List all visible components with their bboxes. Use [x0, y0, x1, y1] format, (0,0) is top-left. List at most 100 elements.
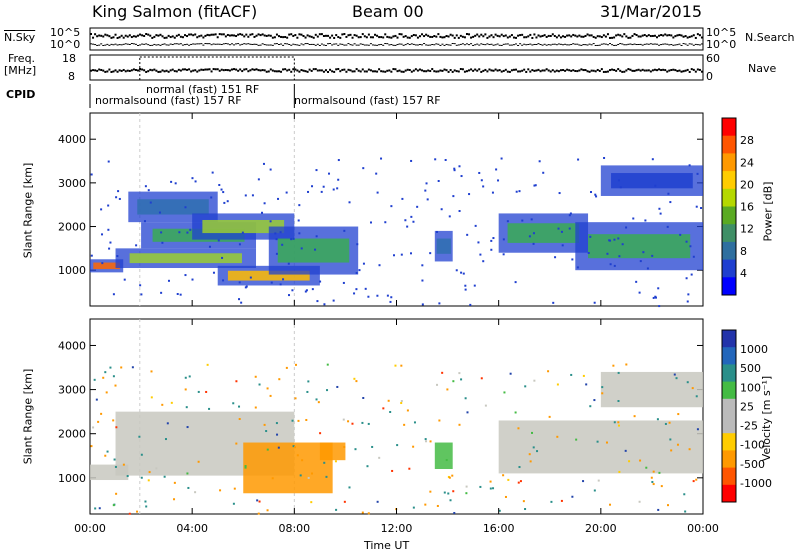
velocity-scatter-point [503, 391, 506, 394]
freq-trace-point [286, 69, 289, 72]
power-scatter-point [482, 185, 485, 188]
velocity-scatter-point [265, 430, 268, 433]
velocity-scatter-point [502, 474, 505, 477]
power-scatter-point [311, 185, 314, 188]
power-scatter-point [186, 231, 189, 234]
nsearch-trace-point [525, 44, 528, 46]
nsky-trace-point [478, 35, 481, 38]
nsky-trace-point [623, 33, 626, 36]
nsearch-trace-point [555, 44, 558, 46]
power-scatter-point [502, 253, 505, 256]
nsky-trace-point [602, 34, 605, 37]
nsky-trace-point [582, 35, 585, 38]
power-scatter-point [262, 162, 265, 165]
nsearch-trace-point [445, 43, 448, 45]
power-scatter-point [307, 190, 310, 193]
power-scatter-point [240, 301, 243, 304]
velocity-scatter-point [325, 475, 328, 478]
velocity-scatter-point [529, 460, 532, 463]
nsearch-trace-point [449, 44, 452, 46]
velocity-scatter-point [301, 459, 304, 462]
power-scatter-point [638, 291, 641, 294]
nsky-trace-point [249, 33, 252, 36]
power-scatter-point [654, 295, 657, 298]
power-scatter-point [315, 169, 318, 172]
nsky-trace-point [472, 35, 475, 38]
power-scatter-point [644, 219, 647, 222]
power-scatter-point [618, 255, 621, 258]
nsky-trace-point [421, 33, 424, 36]
nave-tick-top: 60 [706, 52, 720, 65]
power-scatter-point [654, 184, 657, 187]
nsky-trace-point [414, 34, 417, 37]
velocity-cbar-tick-label: -500 [740, 458, 765, 471]
nsearch-trace-point [386, 43, 389, 45]
velocity-scatter-point [367, 512, 370, 515]
freq-trace-point [535, 69, 538, 72]
velocity-scatter-point [458, 423, 461, 426]
power-scatter-point [455, 269, 458, 272]
freq-trace-point [668, 69, 671, 72]
nsky-trace-point [241, 33, 244, 36]
velocity-cbar-swatch [722, 433, 736, 451]
nsky-trace-point [369, 36, 372, 39]
velocity-scatter-point [254, 406, 257, 409]
power-scatter-point [279, 231, 282, 234]
freq-trace-point [604, 70, 607, 73]
power-band-core [611, 173, 693, 189]
nsearch-trace-point [606, 44, 609, 46]
nsearch-trace-point [615, 44, 618, 46]
velocity-scatter-point [633, 415, 636, 418]
freq-trace-point [106, 70, 109, 73]
freq-trace-point [149, 68, 152, 71]
freq-trace-point [465, 70, 468, 73]
power-band-core [277, 238, 350, 263]
power-scatter-point [184, 274, 187, 277]
nsky-trace-point [647, 34, 650, 37]
freq-trace-point [210, 70, 213, 73]
nsky-trace-point [594, 36, 597, 39]
nsky-trace-point [512, 36, 515, 39]
freq-trace-point [208, 68, 211, 71]
velocity-scatter-point [688, 448, 691, 451]
freq-trace-point [92, 69, 95, 72]
freq-trace-point [676, 70, 679, 73]
nsearch-trace-point [378, 44, 381, 46]
velocity-scatter-point [691, 387, 694, 390]
nsearch-trace-point [611, 44, 614, 46]
freq-trace-point [308, 68, 311, 71]
velocity-scatter-point [524, 385, 527, 388]
freq-trace-point [212, 68, 215, 71]
velocity-cbar-swatch [722, 416, 736, 434]
power-cbar-tick-label: 20 [740, 178, 754, 191]
freq-trace-point [531, 69, 534, 72]
power-scatter-point [651, 254, 654, 257]
velocity-scatter-point [97, 420, 100, 423]
freq-trace-point [288, 68, 291, 71]
power-scatter-point [453, 167, 456, 170]
freq-trace-point [118, 69, 121, 72]
velocity-scatter-point [166, 422, 169, 425]
velocity-scatter-point [114, 384, 117, 387]
nsearch-trace-point [480, 43, 483, 45]
nsearch-trace-point [192, 43, 195, 45]
power-scatter-point [669, 201, 672, 204]
velocity-scatter-point [361, 421, 364, 424]
nsky-trace-point [402, 35, 405, 38]
velocity-scatter-point [205, 390, 208, 393]
nsearch-trace-point [586, 44, 589, 46]
nsearch-trace-point [318, 44, 321, 46]
nsearch-trace-point [529, 43, 532, 45]
nsky-trace-point [515, 36, 518, 39]
velocity-scatter-point [148, 471, 151, 474]
velocity-scatter-point [452, 380, 455, 383]
nsearch-trace-point [249, 43, 252, 45]
nsky-trace-point [239, 33, 242, 36]
power-scatter-point [332, 299, 335, 302]
power-scatter-point [189, 228, 192, 231]
freq-trace-point [329, 68, 332, 71]
freq-trace-point [343, 68, 346, 71]
nsky-trace-point [508, 35, 511, 38]
nsearch-trace-point [639, 43, 642, 45]
nsearch-trace-point [365, 44, 368, 46]
